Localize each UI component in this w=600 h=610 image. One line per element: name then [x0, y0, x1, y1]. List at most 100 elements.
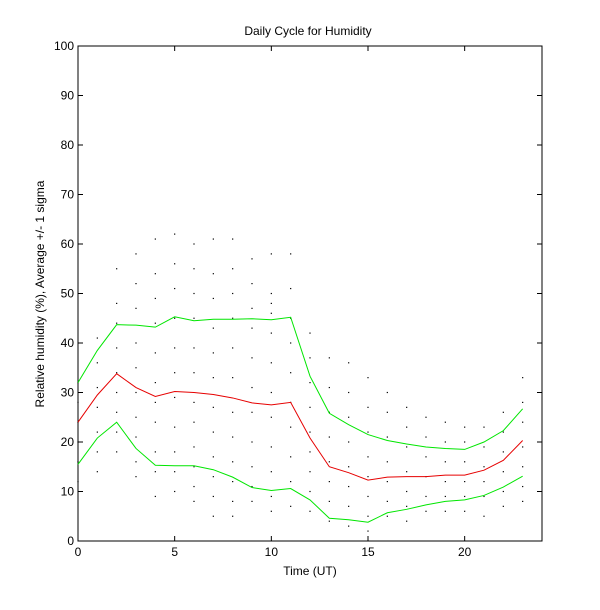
scatter-point: [232, 461, 234, 463]
scatter-point: [464, 426, 466, 428]
scatter-point: [135, 436, 137, 438]
scatter-point: [444, 421, 446, 423]
scatter-point: [116, 372, 118, 374]
scatter-point: [96, 362, 98, 364]
x-tick-label: 0: [75, 545, 82, 559]
scatter-point: [193, 347, 195, 349]
scatter-point: [212, 273, 214, 275]
scatter-point: [251, 466, 253, 468]
scatter-point: [212, 476, 214, 478]
scatter-point: [483, 481, 485, 483]
scatter-point: [483, 515, 485, 517]
scatter-point: [135, 283, 137, 285]
scatter-point: [154, 401, 156, 403]
scatter-point: [116, 302, 118, 304]
scatter-point: [502, 505, 504, 507]
scatter-point: [96, 406, 98, 408]
scatter-point: [135, 253, 137, 255]
scatter-point: [96, 386, 98, 389]
scatter-point: [212, 515, 214, 517]
upper-sigma-line: [77, 316, 524, 450]
scatter-point: [77, 461, 79, 463]
scatter-point: [367, 476, 369, 478]
scatter-point: [367, 495, 369, 498]
scatter-point: [232, 347, 234, 349]
scatter-point: [483, 466, 485, 468]
scatter-point: [212, 327, 214, 329]
scatter-point: [270, 362, 272, 364]
x-axis-label: Time (UT): [283, 564, 337, 578]
scatter-point: [309, 431, 311, 433]
scatter-point: [290, 426, 292, 428]
x-tick-label: 5: [171, 545, 178, 559]
scatter-point: [290, 505, 292, 507]
scatter-point: [367, 377, 369, 379]
scatter-point: [367, 406, 369, 408]
scatter-point: [309, 357, 311, 359]
scatter-point: [367, 456, 369, 458]
scatter-point: [154, 238, 156, 240]
scatter-point: [116, 451, 118, 453]
scatter-point: [135, 342, 137, 344]
scatter-point: [348, 485, 350, 488]
scatter-point: [232, 292, 234, 295]
scatter-point: [77, 481, 79, 483]
scatter-point: [522, 377, 524, 379]
scatter-point: [425, 436, 427, 438]
scatter-point: [174, 426, 176, 428]
scatter-point: [328, 481, 330, 483]
scatter-point: [425, 510, 427, 512]
scatter-point: [425, 456, 427, 458]
y-tick-label: 30: [61, 386, 75, 400]
scatter-point: [522, 500, 524, 502]
scatter-point: [444, 461, 446, 463]
scatter-point: [464, 510, 466, 512]
scatter-point: [96, 337, 98, 339]
scatter-point: [406, 490, 408, 493]
scatter-point: [174, 317, 176, 319]
scatter-point: [270, 312, 272, 314]
scatter-point: [212, 495, 214, 498]
scatter-point: [96, 451, 98, 453]
scatter-point: [502, 431, 504, 433]
scatter-point: [251, 283, 253, 285]
scatter-point: [212, 431, 214, 433]
scatter-point: [193, 401, 195, 403]
lower-sigma-line: [77, 421, 523, 523]
scatter-point: [135, 307, 137, 309]
scatter-point: [367, 530, 369, 532]
scatter-point: [251, 307, 253, 309]
scatter-point: [154, 421, 156, 423]
plot-area: [77, 45, 543, 542]
y-tick-label: 100: [54, 39, 74, 53]
scatter-point: [406, 406, 408, 408]
scatter-point: [193, 466, 195, 468]
scatter-point: [251, 411, 253, 413]
scatter-point: [328, 436, 330, 438]
lines-layer: [77, 316, 524, 523]
scatter-point: [406, 426, 408, 428]
scatter-point: [444, 481, 446, 483]
scatter-point: [386, 515, 388, 517]
scatter-point: [270, 391, 272, 394]
scatter-point: [154, 322, 156, 324]
scatter-point: [154, 352, 156, 354]
scatter-point: [444, 495, 446, 498]
scatter-point: [406, 520, 408, 522]
scatter-point: [464, 481, 466, 483]
scatter-point: [290, 372, 292, 374]
scatter-point: [174, 347, 176, 349]
scatter-point: [193, 485, 195, 488]
scatter-point: [348, 505, 350, 507]
scatter-point: [348, 441, 350, 443]
scatter-point: [270, 302, 272, 304]
scatter-point: [328, 500, 330, 502]
scatter-point: [154, 495, 156, 498]
scatter-point: [444, 510, 446, 512]
y-tick-label: 50: [61, 287, 75, 301]
scatter-point: [348, 525, 350, 527]
y-axis-label: Relative humidity (%), Average +/- 1 sig…: [33, 180, 47, 407]
average-line: [77, 373, 524, 481]
scatter-point: [270, 510, 272, 512]
